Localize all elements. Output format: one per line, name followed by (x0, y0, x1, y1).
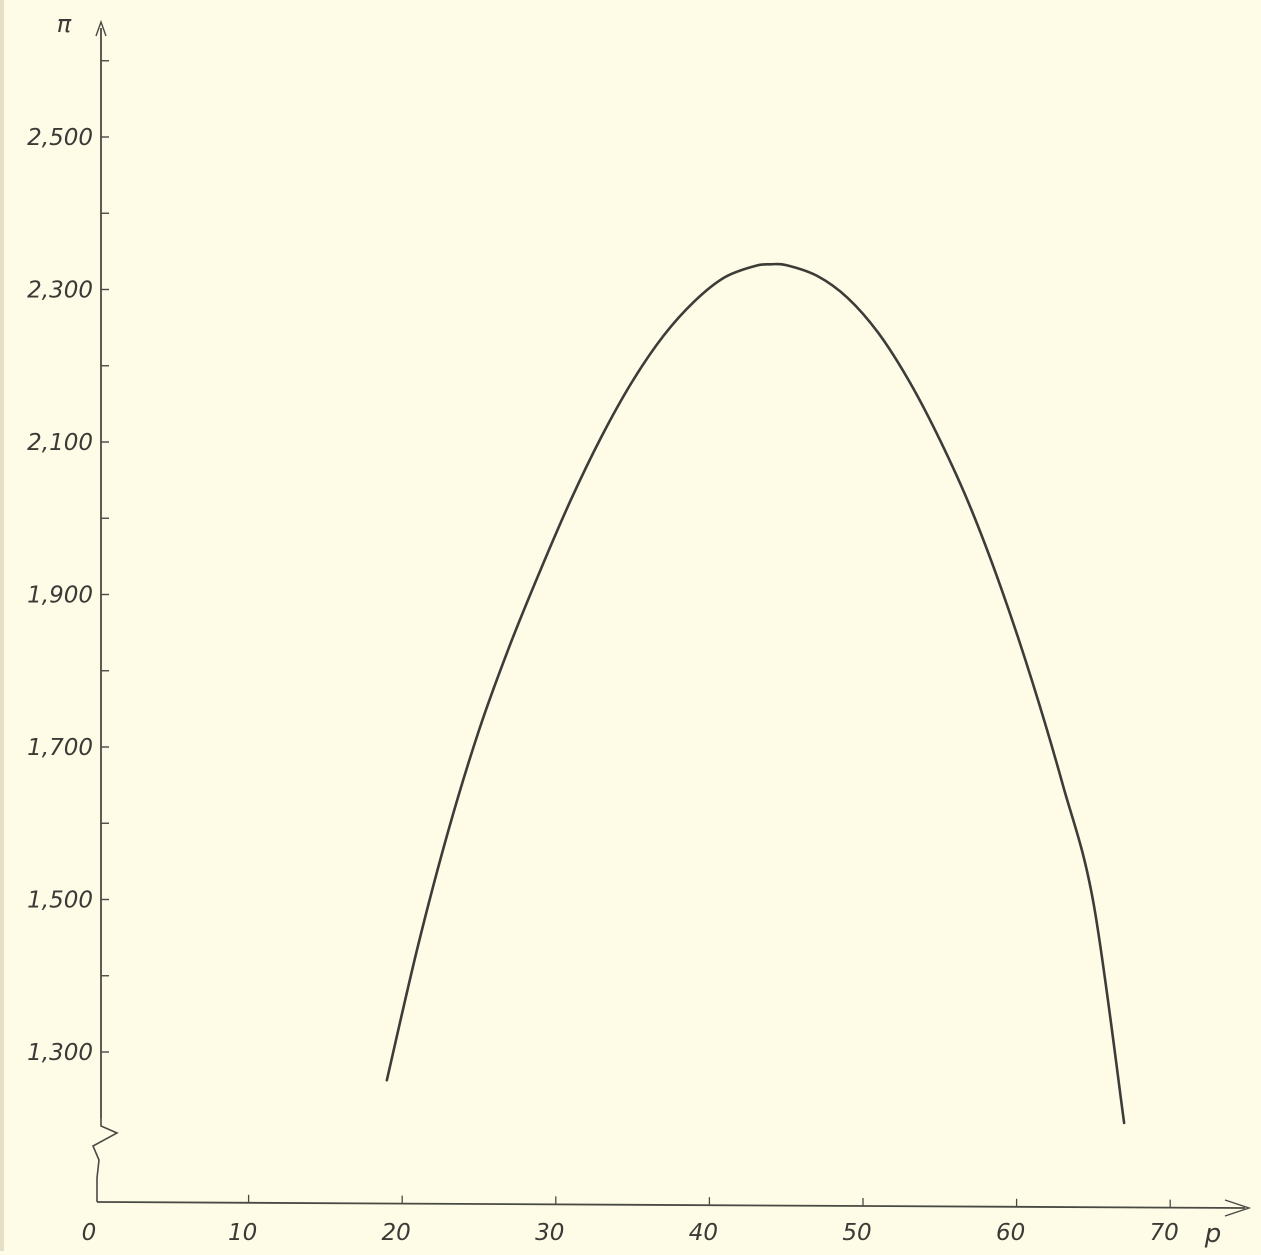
x-axis-line (96, 1201, 1246, 1209)
y-tick-label: 1,900 (27, 583, 93, 609)
y-tick-label: 1,500 (27, 888, 93, 914)
x-tick-label: 20 (382, 1220, 411, 1246)
y-tick-label: 2,300 (27, 278, 93, 304)
x-tick-label: 10 (228, 1220, 257, 1246)
y-tick-label: 1,300 (27, 1040, 93, 1066)
x-axis-arrow (1224, 1199, 1252, 1217)
tick-labels: 1,300 1,500 1,700 1,900 2,100 2,300 2,500 0 10 20… (27, 10, 1221, 1249)
y-tick-label: 2,500 (27, 125, 93, 151)
y-axis-break (91, 1118, 119, 1202)
x-tick-label: 40 (689, 1220, 718, 1246)
x-axis-label: p (1204, 1219, 1222, 1249)
series-line-0 (385, 262, 1126, 1125)
x-tick-label: 30 (535, 1220, 564, 1246)
y-axis-arrow (95, 19, 107, 37)
y-tick-label: 1,700 (27, 735, 93, 761)
series (385, 262, 1126, 1125)
x-tick-label: 0 (82, 1220, 97, 1246)
x-tick-label: 60 (996, 1220, 1025, 1246)
y-axis-label: π (57, 10, 72, 38)
ticks (101, 60, 1171, 1208)
axes (91, 19, 1252, 1217)
y-tick-label: 2,100 (27, 430, 93, 456)
page-edge-shade (0, 0, 4, 1251)
x-tick-label: 70 (1150, 1220, 1179, 1246)
x-tick-label: 50 (842, 1220, 871, 1246)
